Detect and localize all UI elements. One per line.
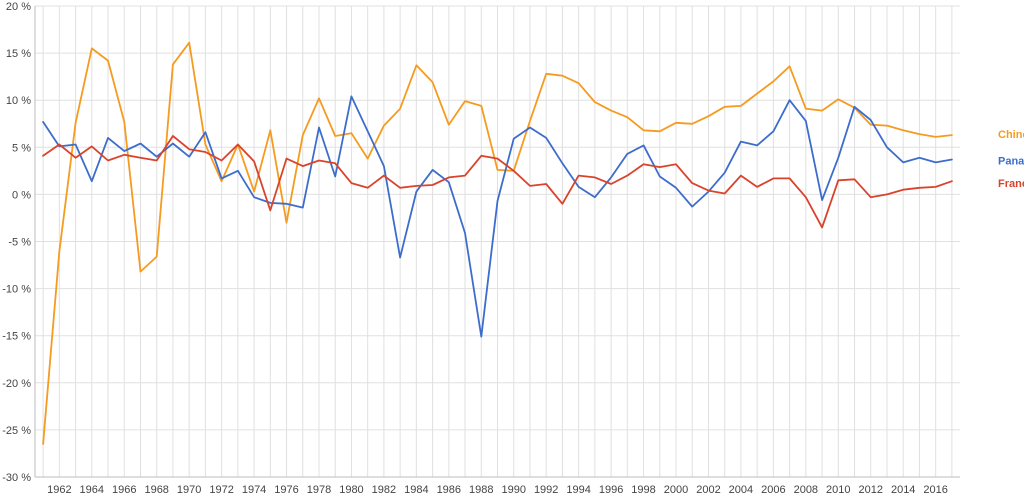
x-tick-label: 1980 [339,484,363,496]
x-tick-label: 1966 [112,484,136,496]
grid [35,5,960,478]
x-tick-label: 1964 [80,484,104,496]
y-tick-label: -5 % [8,237,31,249]
x-tick-label: 1978 [307,484,331,496]
axes: -30 % -25 % -20 % -15 % -10 % -5 % 0 % 5 % 10 % 1… [2,1,960,496]
x-tick-label: 1996 [599,484,623,496]
x-tick-label: 1962 [47,484,71,496]
x-tick-label: 1988 [469,484,493,496]
y-tick-label: -30 % [2,472,31,484]
x-tick-label: 1968 [144,484,168,496]
x-tick-label: 2016 [923,484,947,496]
y-tick-label: 10 % [6,95,31,107]
x-tick-label: 2000 [664,484,688,496]
x-tick-label: 1994 [566,484,590,496]
x-tick-label: 1990 [501,484,525,496]
x-tick-label: 1970 [177,484,201,496]
x-tick-label: 1982 [372,484,396,496]
y-tick-label: -10 % [2,284,31,296]
x-tick-label: 2012 [859,484,883,496]
x-tick-label: 2004 [729,484,753,496]
y-tick-label: 15 % [6,48,31,60]
x-tick-label: 1974 [242,484,266,496]
y-tick-label: 5 % [12,142,31,154]
series-line-panama [42,95,953,338]
x-tick-label: 1992 [534,484,558,496]
series-labels: Chine Panama France [998,129,1024,190]
x-tick-label: 2006 [761,484,785,496]
x-tick-label: 2008 [794,484,818,496]
series-label-chine: Chine [998,129,1024,141]
x-tick-label: 2010 [826,484,850,496]
x-tick-label: 2002 [696,484,720,496]
x-tick-label: 1984 [404,484,428,496]
series-line-chine [42,41,953,445]
y-tick-label: -25 % [2,425,31,437]
x-tick-label: 1972 [209,484,233,496]
series-line-france [42,135,953,229]
y-tick-label: -15 % [2,331,31,343]
series-label-france: France [998,178,1024,190]
y-tick-label: 20 % [6,1,31,13]
x-tick-label: 1986 [437,484,461,496]
x-tick-label: 2014 [891,484,915,496]
x-tick-label: 1998 [631,484,655,496]
x-tick-label: 1976 [274,484,298,496]
series-lines [42,41,953,445]
y-tick-label: 0 % [12,189,31,201]
series-label-panama: Panama [998,156,1024,168]
y-tick-label: -20 % [2,378,31,390]
